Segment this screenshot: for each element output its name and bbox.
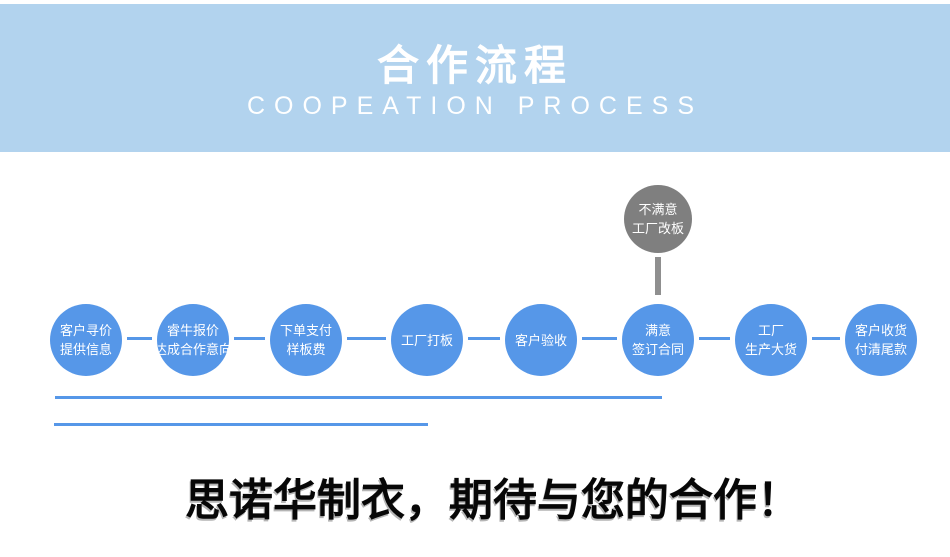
step-label-line2: 样板费 [286,342,326,357]
step-label-line1: 睿牛报价 [166,323,219,338]
flow-step-6-contract: 满意 签订合同 [622,304,694,376]
divider-line-short [54,423,428,426]
divider-line-long [55,396,662,399]
footer-slogan: 思诺华制衣，期待与您的合作！ [185,476,801,525]
flow-connector [582,337,617,340]
flow-connector [468,337,500,340]
flow-connector [699,337,730,340]
step-label-line1: 工厂打板 [400,332,453,348]
flow-step-2-quote: 睿牛报价 达成合作意向 [154,304,233,376]
step-label-line2: 付清尾款 [854,342,907,357]
header-banner: 合作流程 COOPEATION PROCESS [0,4,950,152]
step-label-line2: 生产大货 [744,342,797,357]
flow-step-3-order-payment: 下单支付 样板费 [270,304,342,376]
flow-step-8-delivery: 客户收货 付清尾款 [845,304,917,376]
step-label-line1: 客户验收 [514,332,567,348]
branch-label-line1: 不满意 [638,202,678,217]
flow-step-4-sampling: 工厂打板 [391,304,463,376]
branch-vertical-connector [655,257,661,295]
page-title: 合作流程 [376,42,573,89]
flow-connector [347,337,386,340]
step-label-line1: 下单支付 [279,323,332,338]
flow-connector [812,337,840,340]
flow-step-7-production: 工厂 生产大货 [735,304,807,376]
flow-step-1-inquiry: 客户寻价 提供信息 [50,304,122,376]
page-subtitle: COOPEATION PROCESS [246,92,704,120]
flow-connector [234,337,265,340]
step-label-line2: 提供信息 [59,342,112,357]
step-label-line2: 达成合作意向 [154,342,233,357]
branch-label-line2: 工厂改板 [631,221,684,236]
step-label-line1: 客户寻价 [59,323,112,338]
step-label-line1: 满意 [644,323,671,338]
flow-step-5-acceptance: 客户验收 [505,304,577,376]
step-label-line2: 签订合同 [631,342,684,357]
flow-connector [127,337,152,340]
step-label-line1: 客户收货 [854,323,907,338]
flow-branch-dissatisfied: 不满意 工厂改板 [624,185,692,253]
step-label-line1: 工厂 [757,323,784,338]
